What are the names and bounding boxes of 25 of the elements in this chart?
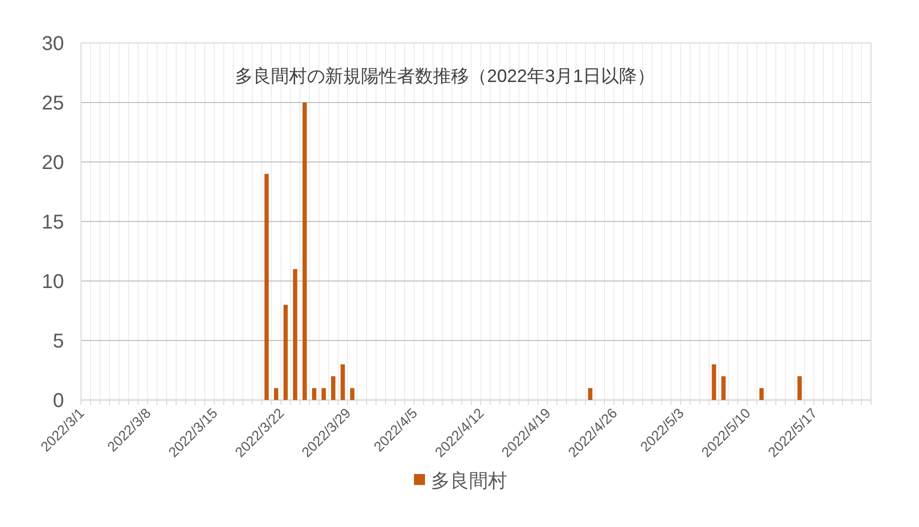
legend-label: 多良間村 xyxy=(431,470,507,492)
y-tick-label: 25 xyxy=(42,92,64,114)
bar xyxy=(759,388,764,400)
bar xyxy=(264,174,269,400)
bar xyxy=(712,364,716,400)
y-tick-label: 20 xyxy=(42,152,64,174)
bar xyxy=(293,269,298,400)
y-tick-label: 5 xyxy=(52,330,64,352)
legend: 多良間村 xyxy=(414,471,507,492)
bar xyxy=(322,388,326,400)
bar xyxy=(302,102,307,400)
y-tick-label: 0 xyxy=(52,390,64,412)
bar xyxy=(588,388,592,400)
bar xyxy=(350,388,354,400)
bar xyxy=(312,388,316,400)
y-tick-label: 10 xyxy=(42,271,64,293)
bar xyxy=(331,376,336,400)
text: 多良間村の新規陽性者数推移（2022年3月1日以降） xyxy=(234,66,656,86)
bar xyxy=(721,376,726,400)
y-tick-label: 30 xyxy=(42,33,64,55)
bar xyxy=(274,388,278,400)
bar xyxy=(797,376,802,400)
bar xyxy=(340,364,345,400)
y-tick-label: 15 xyxy=(42,212,64,234)
bar xyxy=(283,304,288,400)
